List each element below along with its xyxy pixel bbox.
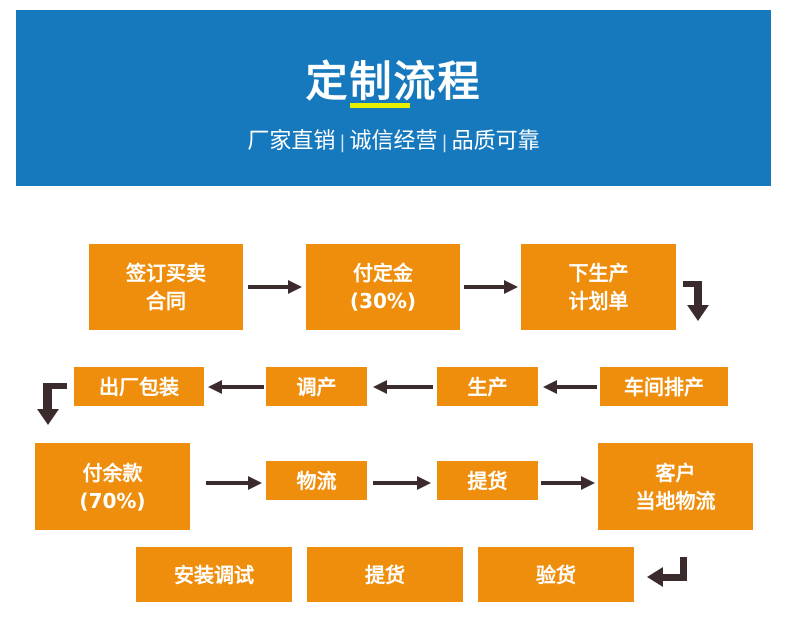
subtitle: 厂家直销 | 诚信经营 | 品质可靠 xyxy=(16,123,771,155)
step-local-logistics: 客户 当地物流 xyxy=(598,443,753,530)
arrow-right-icon xyxy=(373,476,431,490)
separator: | xyxy=(339,132,346,153)
arrow-return-left-icon xyxy=(647,557,687,587)
step-pickup-2: 提货 xyxy=(307,547,463,602)
subtitle-item: 诚信经营 xyxy=(349,129,438,154)
step-pickup: 提货 xyxy=(437,461,538,500)
step-sign-contract: 签订买卖 合同 xyxy=(89,244,243,330)
arrow-right-icon xyxy=(541,476,595,490)
arrow-turn-down-icon xyxy=(37,383,67,425)
step-adjust: 调产 xyxy=(266,367,367,406)
arrow-turn-down-icon xyxy=(683,281,709,321)
step-balance-payment: 付余款 (70%) xyxy=(35,443,190,530)
arrow-right-icon xyxy=(248,280,302,294)
arrow-left-icon xyxy=(543,380,597,394)
step-production-order: 下生产 计划单 xyxy=(521,244,676,330)
arrow-right-icon xyxy=(464,280,518,294)
step-deposit: 付定金 (30%) xyxy=(306,244,460,330)
title-underline xyxy=(350,103,410,108)
arrow-right-icon xyxy=(206,476,262,490)
header-banner: 定制流程 厂家直销 | 诚信经营 | 品质可靠 xyxy=(16,10,771,186)
step-logistics: 物流 xyxy=(266,461,367,500)
page-title: 定制流程 xyxy=(305,57,482,106)
step-packaging: 出厂包装 xyxy=(74,367,204,406)
subtitle-item: 厂家直销 xyxy=(247,129,336,154)
subtitle-item: 品质可靠 xyxy=(451,129,540,154)
step-workshop-schedule: 车间排产 xyxy=(600,367,728,406)
step-installation: 安装调试 xyxy=(136,547,292,602)
arrow-left-icon xyxy=(373,380,433,394)
separator: | xyxy=(441,132,448,153)
step-inspection: 验货 xyxy=(478,547,634,602)
arrow-left-icon xyxy=(208,380,264,394)
step-production: 生产 xyxy=(437,367,538,406)
